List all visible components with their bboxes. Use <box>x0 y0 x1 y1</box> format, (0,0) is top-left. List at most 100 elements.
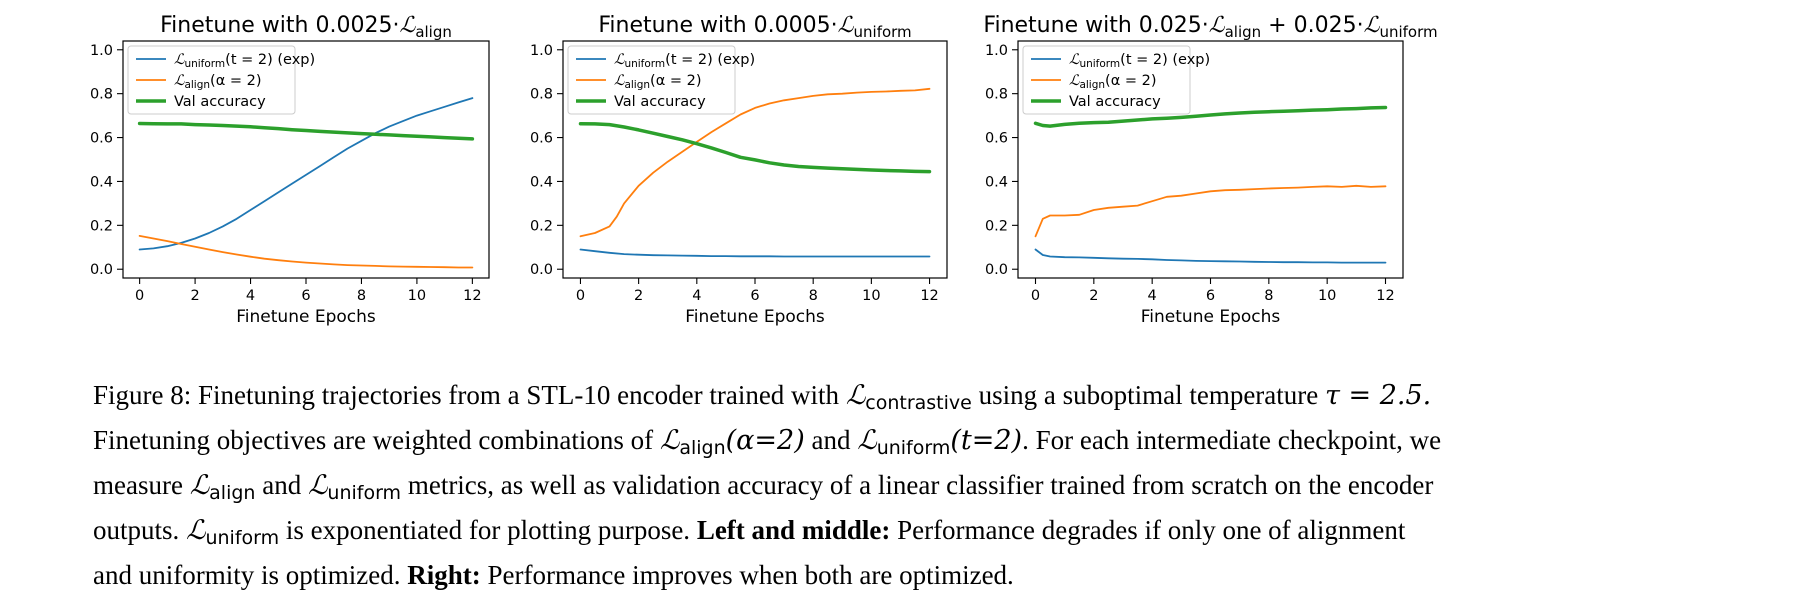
series-line-uniform_exp-1 <box>579 248 931 258</box>
x-tick-label-2: 10 <box>1318 288 1336 304</box>
legend-label-uniform_exp-0: ℒuniform(t = 2) (exp) <box>174 52 315 70</box>
caption-text-3b: metrics, as well as validation accuracy … <box>401 470 1434 500</box>
caption-text-2b: . For each intermediate checkpoint, we <box>1022 425 1442 455</box>
caption-sub-align-2: align <box>209 482 256 504</box>
x-tick-label-1: 8 <box>809 288 818 304</box>
caption-sub-uniform: uniform <box>876 437 951 459</box>
series-line-val_accuracy-0 <box>137 121 475 141</box>
x-tick-label-1: 10 <box>862 288 880 304</box>
legend-label-val_accuracy-2: Val accuracy <box>1069 94 1161 110</box>
legend-label-uniform_exp-2: ℒuniform(t = 2) (exp) <box>1069 52 1210 70</box>
series-line-align-2 <box>1034 184 1387 238</box>
x-tick-label-2: 2 <box>1089 288 1098 304</box>
y-tick-label-0: 0.8 <box>90 87 113 103</box>
x-tick-label-1: 12 <box>920 288 938 304</box>
legend-box-1 <box>567 45 736 115</box>
caption-symbol-align-2: ℒ <box>189 470 210 501</box>
y-tick-label-1: 0.2 <box>530 218 553 234</box>
caption-symbol-contrastive: ℒ <box>845 380 866 411</box>
caption-sub-align: align <box>679 437 726 459</box>
y-tick-label-1: 0.0 <box>530 262 553 278</box>
x-axis-label-1: Finetune Epochs <box>685 307 825 327</box>
caption-text-3and: and <box>255 470 308 500</box>
legend-label-val_accuracy-0: Val accuracy <box>174 94 266 110</box>
x-tick-label-0: 4 <box>246 288 255 304</box>
x-tick-label-1: 4 <box>692 288 701 304</box>
x-tick-label-0: 6 <box>301 288 310 304</box>
caption-sub-uniform-3: uniform <box>205 527 280 549</box>
series-line-uniform_exp-2 <box>1034 248 1387 264</box>
subplot-middle: Finetune with 0.0005·ℒuniform​ 0 2 4 6 8 10 12 0… <box>530 13 948 327</box>
legend-1: ℒuniform(t = 2) (exp) ℒalign(α = 2) Val ac… <box>567 45 755 115</box>
legend-0: ℒuniform(t = 2) (exp) ℒalign(α = 2) Val ac… <box>127 45 315 115</box>
y-tick-label-1: 0.6 <box>530 131 553 147</box>
legend-box-0 <box>127 45 296 115</box>
x-tick-label-0: 2 <box>190 288 199 304</box>
x-tick-label-2: 12 <box>1376 288 1394 304</box>
x-axis-label-2: Finetune Epochs <box>1141 307 1281 327</box>
x-tick-label-2: 0 <box>1031 288 1040 304</box>
caption-text-2and: and <box>804 425 858 455</box>
legend-label-align-0: ℒalign(α = 2) <box>174 73 262 91</box>
y-tick-label-2: 0.2 <box>985 218 1008 234</box>
y-tick-label-0: 0.0 <box>90 262 113 278</box>
x-tick-label-0: 12 <box>463 288 481 304</box>
figure-caption: Figure 8: Finetuning trajectories from a… <box>93 377 1693 594</box>
y-tick-label-2: 0.8 <box>985 87 1008 103</box>
subplot-right: Finetune with 0.025·ℒalign​ + 0.025·ℒuni… <box>983 13 1437 327</box>
legend-label-val_accuracy-1: Val accuracy <box>614 94 706 110</box>
y-tick-label-2: 1.0 <box>985 43 1008 59</box>
caption-bold-right: Right: <box>407 560 481 590</box>
y-tick-label-0: 0.6 <box>90 131 113 147</box>
y-tick-label-2: 0.4 <box>985 174 1008 190</box>
x-tick-label-0: 0 <box>135 288 144 304</box>
y-tick-label-1: 0.8 <box>530 87 553 103</box>
caption-uniform-arg: (t=2) <box>950 425 1023 456</box>
legend-label-align-1: ℒalign(α = 2) <box>614 73 702 91</box>
series-line-val_accuracy-1 <box>578 121 932 174</box>
y-tick-label-0: 0.4 <box>90 174 113 190</box>
caption-bold-left-middle: Left and middle: <box>696 515 891 545</box>
caption-text-3a: measure <box>93 470 190 500</box>
legend-2: ℒuniform(t = 2) (exp) ℒalign(α = 2) Val ac… <box>1022 45 1210 115</box>
caption-align-arg: (α=2) <box>725 425 805 456</box>
subplot-title-2: Finetune with 0.025·ℒalign​ + 0.025·ℒuni… <box>983 13 1437 41</box>
x-tick-label-1: 2 <box>634 288 643 304</box>
y-tick-label-2: 0.0 <box>985 262 1008 278</box>
x-axis-label-0: Finetune Epochs <box>236 307 376 327</box>
x-tick-label-0: 10 <box>408 288 426 304</box>
series-line-align-1 <box>579 87 931 238</box>
x-tick-label-2: 4 <box>1148 288 1157 304</box>
legend-box-2 <box>1022 45 1191 115</box>
caption-text-1a: Finetuning trajectories from a STL-10 en… <box>198 380 846 410</box>
caption-text-4a: outputs. <box>93 515 187 545</box>
x-tick-label-1: 6 <box>750 288 759 304</box>
subplot-left: Finetune with 0.0025·ℒalign​ 0 2 4 6 8 10 12 0.0… <box>90 13 490 327</box>
caption-symbol-uniform-2: ℒ <box>307 470 328 501</box>
y-tick-label-1: 1.0 <box>530 43 553 59</box>
caption-text-4c: Performance degrades if only one of alig… <box>890 515 1406 545</box>
figure-label: Figure 8: <box>93 380 192 410</box>
subplot-title-1: Finetune with 0.0005·ℒuniform​ <box>598 13 911 41</box>
legend-label-align-2: ℒalign(α = 2) <box>1069 73 1157 91</box>
legend-label-uniform_exp-1: ℒuniform(t = 2) (exp) <box>614 52 755 70</box>
y-tick-label-0: 0.2 <box>90 218 113 234</box>
y-tick-label-2: 0.6 <box>985 131 1008 147</box>
series-line-val_accuracy-2 <box>1033 105 1388 128</box>
subplot-title-0: Finetune with 0.0025·ℒalign​ <box>160 13 452 41</box>
x-tick-label-2: 8 <box>1264 288 1273 304</box>
y-tick-label-1: 0.4 <box>530 174 553 190</box>
caption-text-1b: using a suboptimal temperature <box>971 380 1326 410</box>
caption-text-2a: Finetuning objectives are weighted combi… <box>93 425 660 455</box>
caption-symbol-uniform: ℒ <box>857 425 877 456</box>
figure-svg: Finetune with 0.0025·ℒalign​ 0 2 4 6 8 10 12 0.0… <box>90 13 1438 327</box>
x-tick-label-2: 6 <box>1206 288 1215 304</box>
caption-symbol-uniform-3: ℒ <box>186 515 206 546</box>
caption-symbol-align: ℒ <box>659 425 680 456</box>
x-tick-label-1: 0 <box>576 288 585 304</box>
caption-tau: τ = 2.5. <box>1325 380 1432 411</box>
x-tick-label-0: 8 <box>357 288 366 304</box>
caption-text-5a: and uniformity is optimized. <box>93 560 408 590</box>
series-line-uniform_exp-0 <box>138 97 474 251</box>
caption-text-5b: Performance improves when both are optim… <box>480 560 1014 590</box>
